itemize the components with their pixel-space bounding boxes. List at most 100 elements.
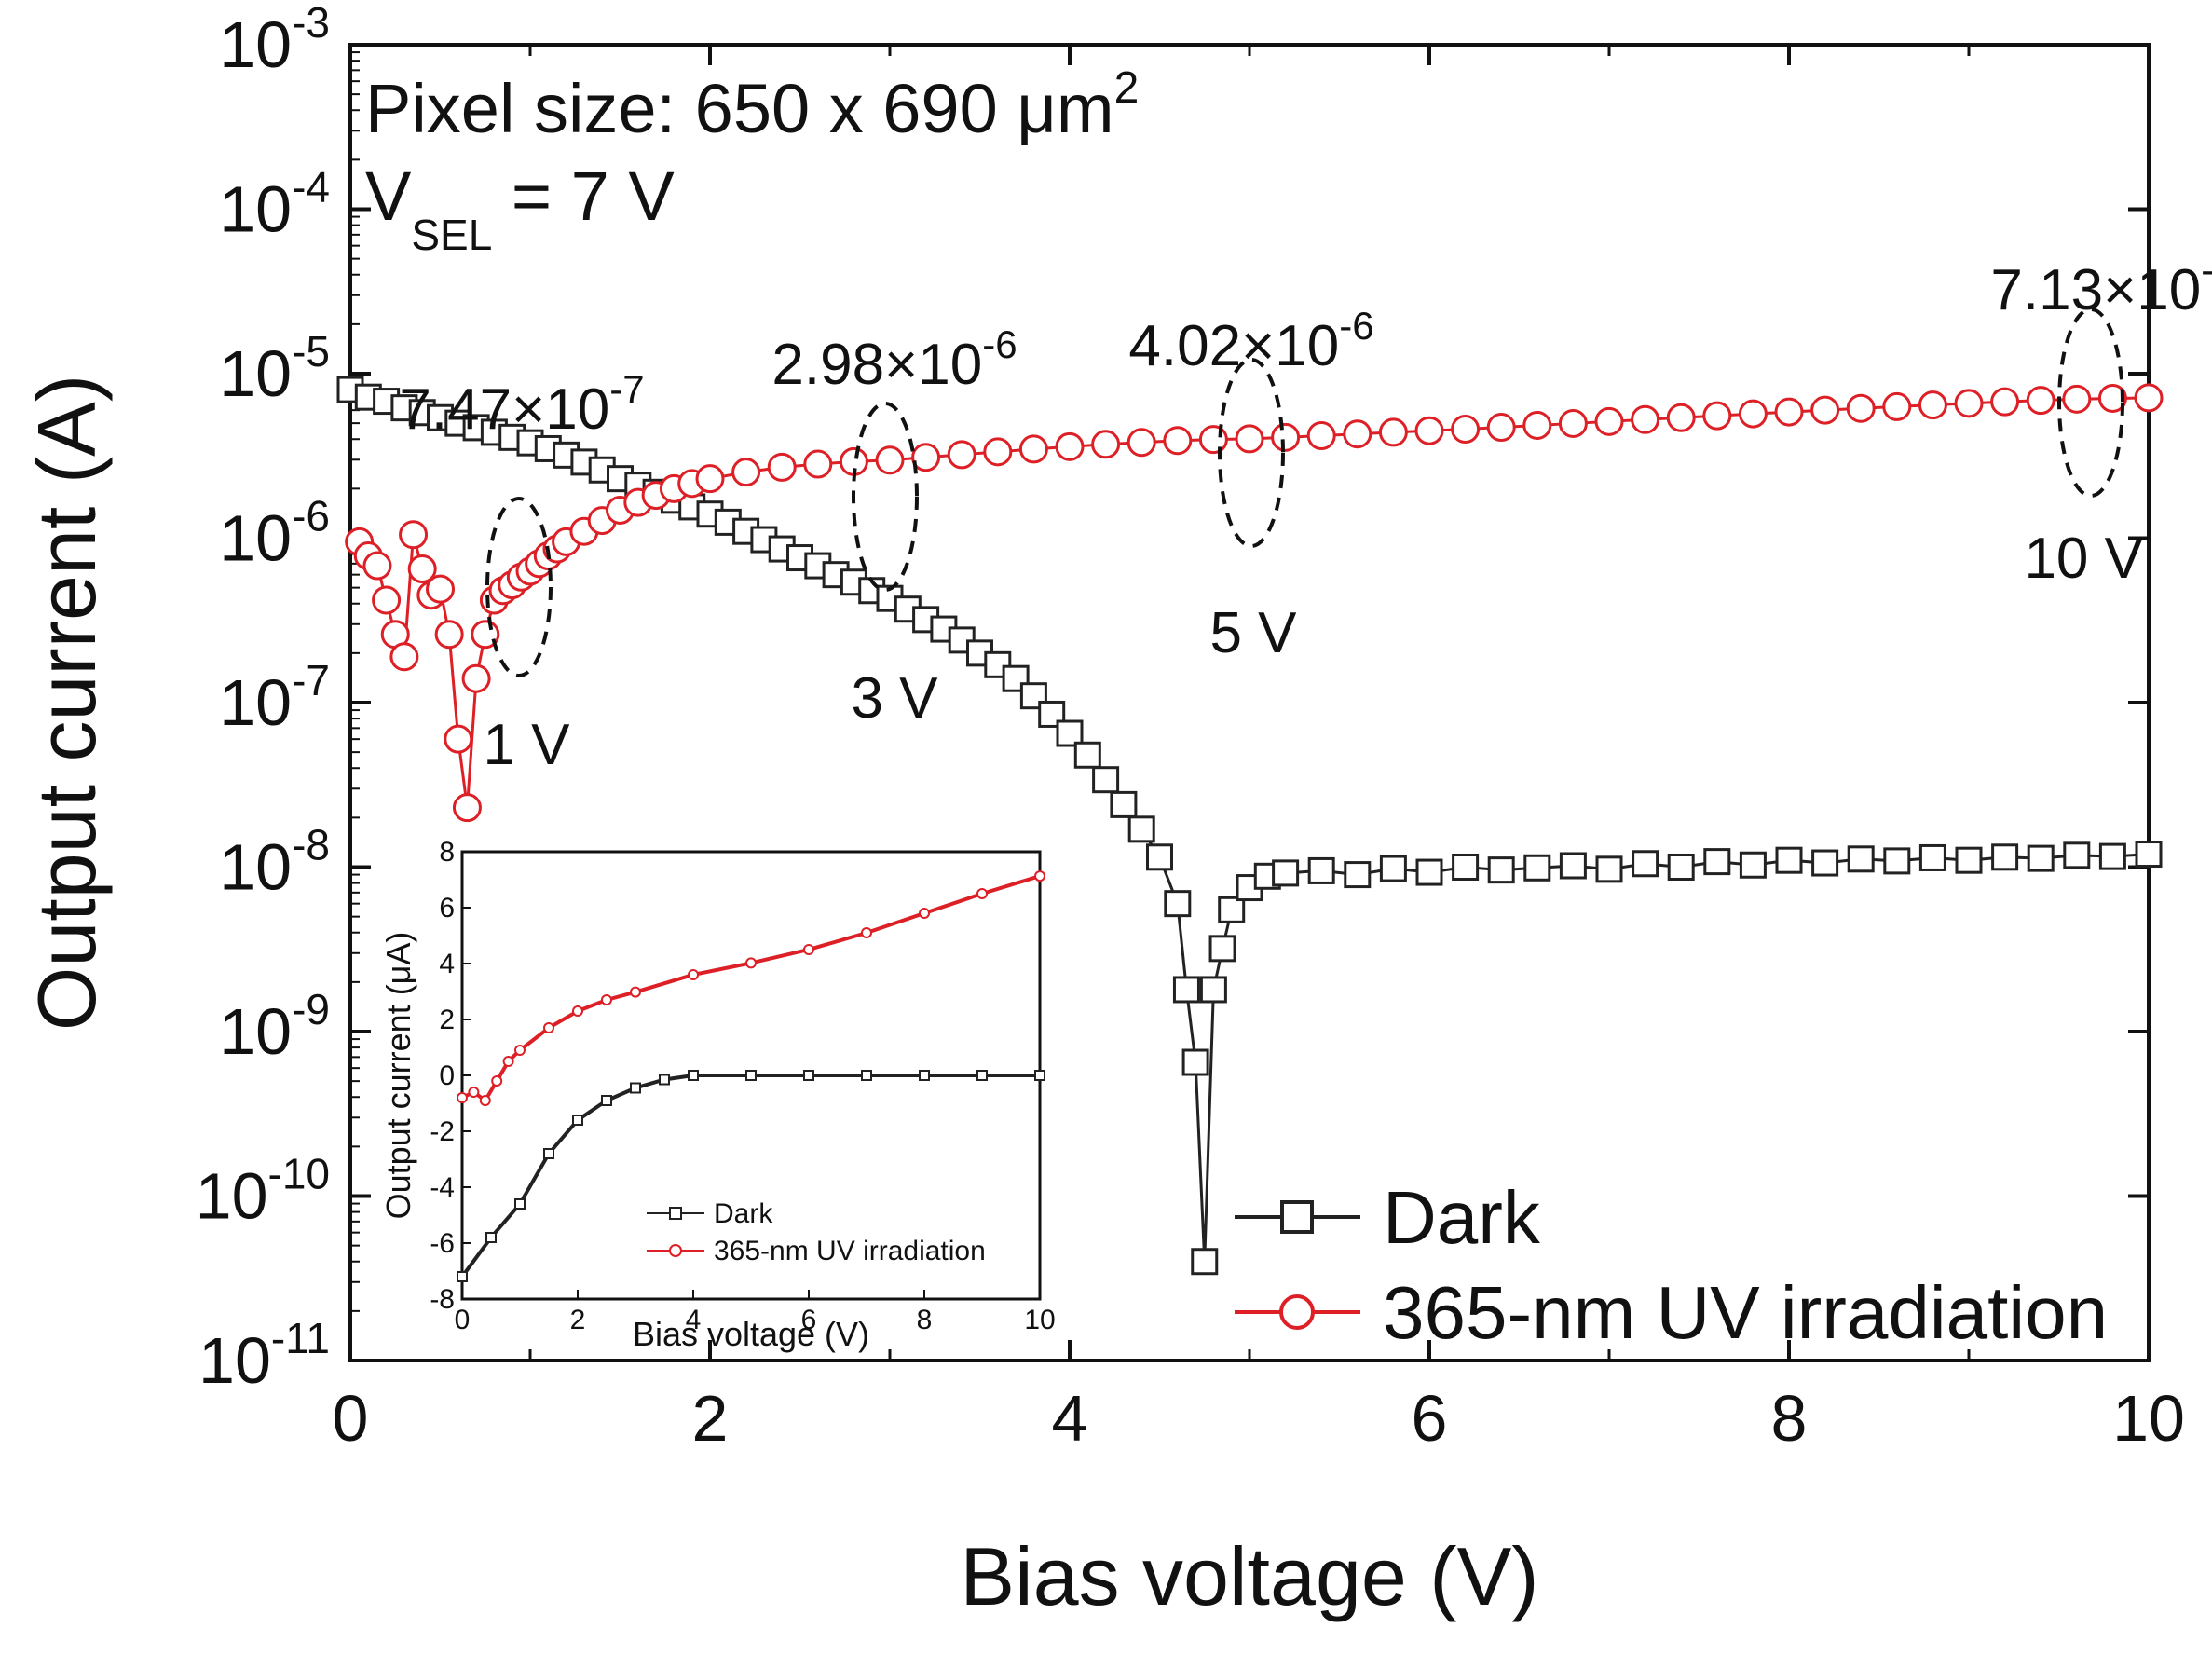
- inset-x-tick-label: 2: [570, 1305, 586, 1335]
- annotation-voltage-label: 3 V: [851, 666, 938, 731]
- uv-data-point: [1666, 403, 1696, 432]
- dark-data-point: [1523, 854, 1551, 882]
- inset-uv-point: [803, 944, 814, 955]
- legend-uv-label: 365-nm UV irradiation: [1383, 1271, 2108, 1354]
- inset-legend: Dark 365-nm UV irradiation: [647, 1198, 986, 1266]
- annotation-voltage-label: 5 V: [1209, 601, 1297, 665]
- dark-data-point: [1191, 1248, 1219, 1276]
- inset-uv-point: [479, 1095, 491, 1106]
- inset-series-uv: [457, 870, 1045, 1106]
- uv-data-point: [695, 464, 725, 494]
- uv-data-point: [767, 452, 797, 482]
- vsel-label: VSEL = 7 V: [365, 157, 675, 259]
- inset-x-axis-label: Bias voltage (V): [633, 1315, 869, 1353]
- annotation-voltage-label: 1 V: [483, 713, 570, 777]
- dark-data-point: [1218, 896, 1246, 923]
- inset-y-tick-label: 4: [439, 949, 455, 979]
- uv-data-point: [1954, 389, 1984, 418]
- uv-data-point: [1810, 395, 1840, 425]
- inset-dark-point: [659, 1074, 670, 1086]
- uv-data-point: [2097, 383, 2127, 413]
- uv-data-point: [2062, 384, 2092, 414]
- uv-data-point: [1126, 428, 1156, 458]
- uv-data-point: [1306, 420, 1336, 450]
- inset-uv-point: [745, 957, 757, 969]
- uv-data-point: [1378, 417, 1408, 447]
- annotation-value-label: 7.47×10-7: [399, 367, 644, 442]
- dark-data-point: [2135, 841, 2163, 869]
- inset-uv-point: [491, 1075, 503, 1087]
- dark-data-point: [2063, 841, 2091, 869]
- dark-data-point: [1632, 850, 1659, 878]
- uv-data-point: [983, 437, 1013, 467]
- dark-data-point: [1199, 976, 1227, 1004]
- uv-data-point: [947, 440, 976, 470]
- dark-data-point: [2027, 844, 2055, 872]
- inset-y-axis-label: Output current (μA): [379, 932, 417, 1220]
- dark-data-point: [1775, 846, 1803, 874]
- inset-uv-point: [543, 1022, 554, 1033]
- inset-x-tick-label: 8: [917, 1305, 933, 1335]
- dark-data-point: [1703, 848, 1731, 876]
- dark-data-point: [1307, 856, 1335, 884]
- vsel-sub: SEL: [411, 211, 492, 259]
- dark-data-point: [1181, 1048, 1209, 1076]
- uv-data-point: [1594, 406, 1624, 436]
- uv-data-point: [1631, 404, 1660, 434]
- dark-data-point: [1172, 976, 1200, 1004]
- dark-data-point: [1955, 846, 1983, 874]
- uv-data-point: [1018, 434, 1048, 464]
- dark-data-point: [1208, 935, 1236, 963]
- inset-uv-point: [502, 1056, 514, 1067]
- inset-dark-point: [919, 1070, 930, 1081]
- legend-uv-marker: [1279, 1294, 1315, 1330]
- pixel-size-sup: 2: [1114, 63, 1140, 113]
- uv-data-point: [461, 663, 491, 693]
- inset-x-tick-label: 4: [686, 1305, 702, 1335]
- dark-data-point: [1847, 845, 1875, 873]
- series-uv: [345, 383, 2164, 823]
- inset-y-tick-label: -4: [430, 1172, 455, 1203]
- inset-uv-point: [1034, 870, 1045, 882]
- uv-data-point: [1882, 391, 1912, 421]
- inset-dark-point: [601, 1095, 612, 1106]
- annotation-ellipse: [852, 402, 919, 592]
- dark-data-point: [1559, 852, 1587, 880]
- uv-data-point: [434, 620, 464, 650]
- inset-y-tick-label: 8: [439, 837, 455, 868]
- annotation-ellipse: [2057, 308, 2124, 498]
- inset-dark-point: [1034, 1070, 1045, 1081]
- annotation-ellipse: [485, 497, 553, 677]
- inset-y-tick-label: 0: [439, 1060, 455, 1091]
- uv-data-point: [372, 585, 402, 615]
- inset-ticks: 0 2 4 6 8 10 8 6 4 2 0 -2 -4 -6 -8: [430, 837, 1055, 1335]
- inset-dark-point: [543, 1148, 554, 1159]
- uv-data-point: [1163, 426, 1193, 456]
- dark-data-point: [1110, 790, 1138, 818]
- inset-y-tick-label: -2: [430, 1116, 455, 1147]
- dark-data-point: [1164, 890, 1192, 918]
- annotation-voltage-label: 10 V: [2024, 527, 2143, 591]
- main-ticks: [348, 43, 2151, 1362]
- inset-uv-point: [572, 1005, 583, 1017]
- uv-data-point: [1091, 430, 1121, 459]
- inset-uv-point: [514, 1045, 526, 1056]
- x-tick-label: 4: [1052, 1382, 1088, 1455]
- inset-uv-point: [919, 908, 930, 919]
- uv-data-point: [426, 574, 455, 604]
- inset-legend-uv-label: 365-nm UV irradiation: [714, 1236, 986, 1266]
- inset-legend-uv-marker: [669, 1244, 682, 1257]
- x-tick-label: 0: [333, 1382, 369, 1455]
- inset-chart: 0 2 4 6 8 10 8 6 4 2 0 -2 -4 -6 -8 Bias voltage (V) Ou…: [379, 837, 1056, 1353]
- inset-dark-point: [457, 1271, 468, 1282]
- dark-data-point: [1056, 719, 1084, 747]
- pixel-size-label: Pixel size: 650 x 690 μm2: [365, 63, 1139, 147]
- y-tick-label: 10-6: [219, 492, 330, 575]
- uv-data-point: [875, 445, 905, 475]
- uv-data-point: [452, 793, 482, 823]
- inset-legend-dark-label: Dark: [714, 1198, 773, 1229]
- uv-data-point: [389, 642, 419, 672]
- dark-data-point: [1146, 843, 1173, 871]
